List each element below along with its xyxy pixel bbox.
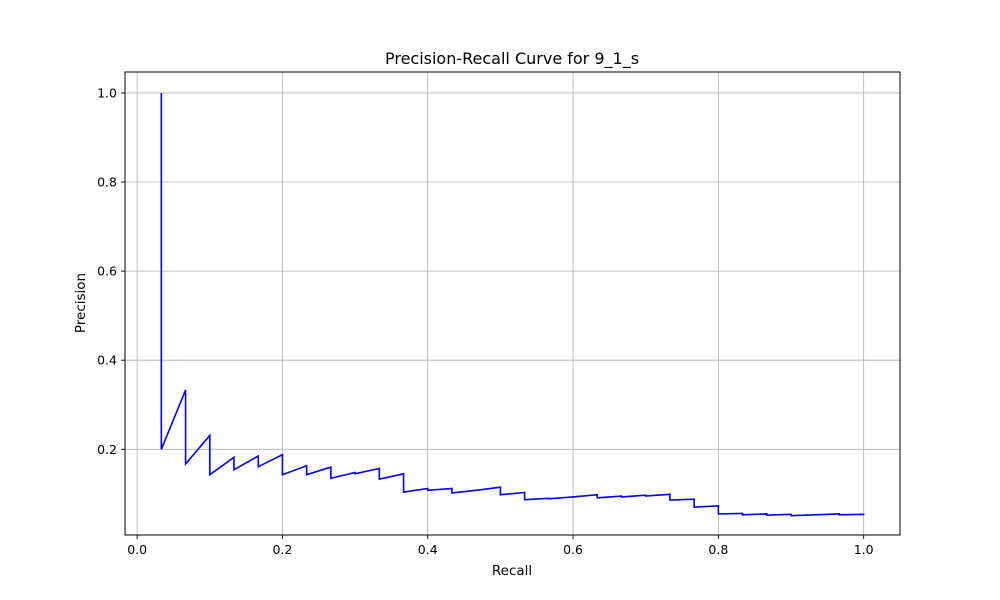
x-tick-label: 0.0 (127, 542, 147, 557)
x-tick-label: 0.4 (418, 542, 438, 557)
y-axis-label: Precision (73, 273, 89, 333)
plot-frame (124, 71, 901, 536)
x-tick-label: 0.2 (272, 542, 292, 557)
y-tick-label: 0.8 (97, 175, 117, 190)
pr-curve-line (160, 92, 865, 517)
y-tick-label: 0.2 (97, 442, 117, 457)
y-tick-label: 0.4 (97, 353, 117, 368)
x-tick-label: 0.6 (563, 542, 583, 557)
y-tick-label: 1.0 (97, 85, 117, 100)
x-tick-label: 1.0 (854, 542, 874, 557)
data-series (160, 92, 865, 517)
x-tick-label: 0.8 (708, 542, 728, 557)
x-axis-label: Recall (492, 563, 532, 579)
grid-lines (125, 72, 900, 535)
chart-title: Precision-Recall Curve for 9_1_s (385, 49, 639, 69)
axis-ticks: 0.0 0.2 0.4 0.6 0.8 1.0 0.2 0.4 0.6 0.8 1.0 (97, 85, 874, 557)
y-tick-label: 0.6 (97, 264, 117, 279)
